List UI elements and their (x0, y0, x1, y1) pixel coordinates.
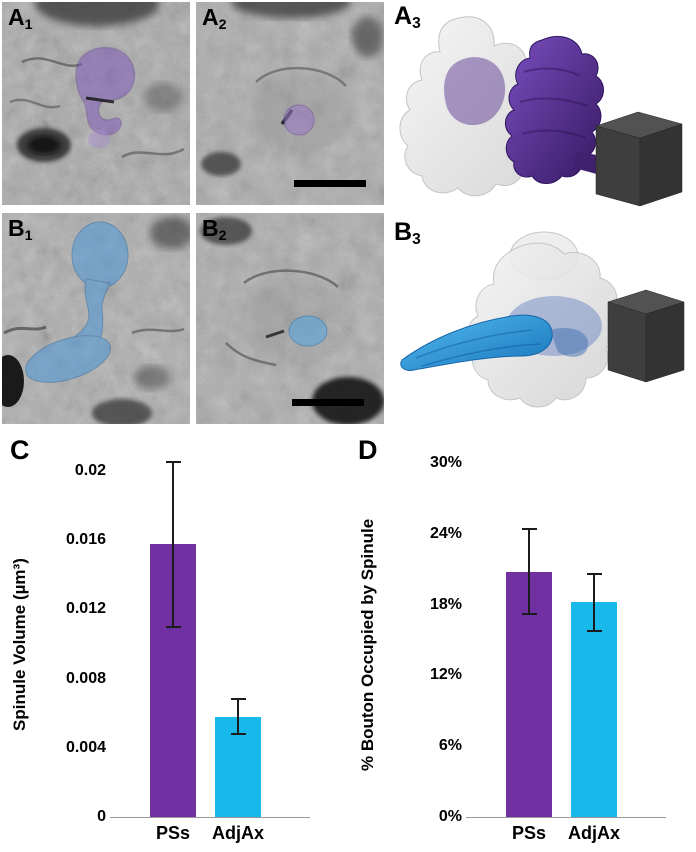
y-tick-label: 0.008 (65, 669, 106, 687)
error-bar-cap (586, 629, 602, 632)
error-bar (172, 462, 174, 627)
em-micrograph-a1: A1 (2, 2, 190, 205)
error-bar (593, 573, 595, 631)
y-tick-label: 0.004 (65, 738, 106, 756)
y-tick-label: 24% (429, 524, 462, 542)
y-tick-label: 30% (429, 453, 462, 471)
panel-label-c: C (10, 435, 30, 465)
error-bar-cap (165, 461, 181, 464)
spinule-through-mesh (444, 57, 506, 126)
em-image-b2 (196, 213, 384, 424)
category-label: AdjAx (567, 823, 620, 843)
structure-purple (505, 36, 604, 184)
reconstruction-b3: B3 (392, 218, 696, 428)
em-micrograph-a2: A2 (196, 2, 384, 205)
error-bar (528, 529, 530, 614)
error-bar-cap (521, 612, 537, 615)
em-image-a2 (196, 2, 384, 205)
category-label: AdjAx (211, 823, 264, 843)
render-image-b3 (400, 231, 685, 408)
category-label: PSs (155, 823, 191, 843)
y-tick-label: 0.016 (65, 531, 106, 549)
error-bar-cap (230, 732, 246, 735)
y-axis-ticks: 0% 6% 12% 18% 24% 30% (392, 453, 462, 825)
error-bar-cap (521, 528, 537, 530)
panel-label-a1: A1 (8, 4, 33, 33)
scale-cube (595, 111, 683, 207)
structure-blue-behind (550, 327, 589, 357)
y-tick-label: 12% (429, 666, 462, 684)
spinule-highlight-purple (75, 46, 136, 136)
panel-label-a3: A3 (394, 2, 421, 33)
em-image-a1 (2, 2, 190, 205)
error-bar (237, 699, 239, 734)
y-axis-label: % Bouton Occupied by Spinule (358, 518, 377, 772)
chart-bouton-occupied: D % Bouton Occupied by Spinule 0% 6% 12% 18… (352, 435, 696, 852)
error-bar-cap (586, 572, 602, 575)
error-bar-cap (230, 698, 246, 701)
bar-adjax (571, 602, 617, 817)
scale-cube (607, 289, 685, 383)
y-tick-label: 6% (438, 737, 462, 755)
panel-label-b3: B3 (394, 218, 421, 249)
panel-label-b1: B1 (8, 215, 33, 244)
scale-bar (294, 180, 366, 187)
panel-label-b2: B2 (202, 215, 227, 244)
category-label: PSs (511, 823, 547, 843)
reconstruction-a3: A3 (392, 2, 696, 214)
em-micrograph-b2: B2 (196, 213, 384, 424)
plot-area: PSs AdjAx (110, 457, 310, 843)
panel-label-d: D (358, 435, 378, 465)
structure-blue (400, 314, 553, 371)
y-tick-label: 0.02 (74, 461, 106, 479)
plot-area: PSs AdjAx (466, 457, 666, 843)
render-image-a3 (399, 16, 683, 207)
spinule-highlight-purple (283, 104, 315, 136)
em-image-b1 (2, 213, 190, 424)
y-tick-label: 0 (97, 808, 106, 825)
y-tick-label: 18% (429, 595, 462, 613)
spinule-highlight-blue (25, 221, 129, 383)
y-tick-label: 0.012 (65, 600, 106, 618)
y-axis-label: Spinule Volume (µm³) (10, 558, 29, 732)
scale-bar (292, 399, 364, 406)
spinule-highlight-blue (288, 315, 328, 347)
y-axis-ticks: 0 0.004 0.008 0.012 0.016 0.02 (36, 457, 106, 825)
panel-label-a2: A2 (202, 4, 227, 33)
y-tick-label: 0% (438, 808, 462, 825)
error-bar-cap (165, 625, 181, 628)
chart-spinule-volume: C Spinule Volume (µm³) 0 0.004 0.008 0.012 0… (4, 435, 348, 852)
em-micrograph-b1: B1 (2, 213, 190, 424)
